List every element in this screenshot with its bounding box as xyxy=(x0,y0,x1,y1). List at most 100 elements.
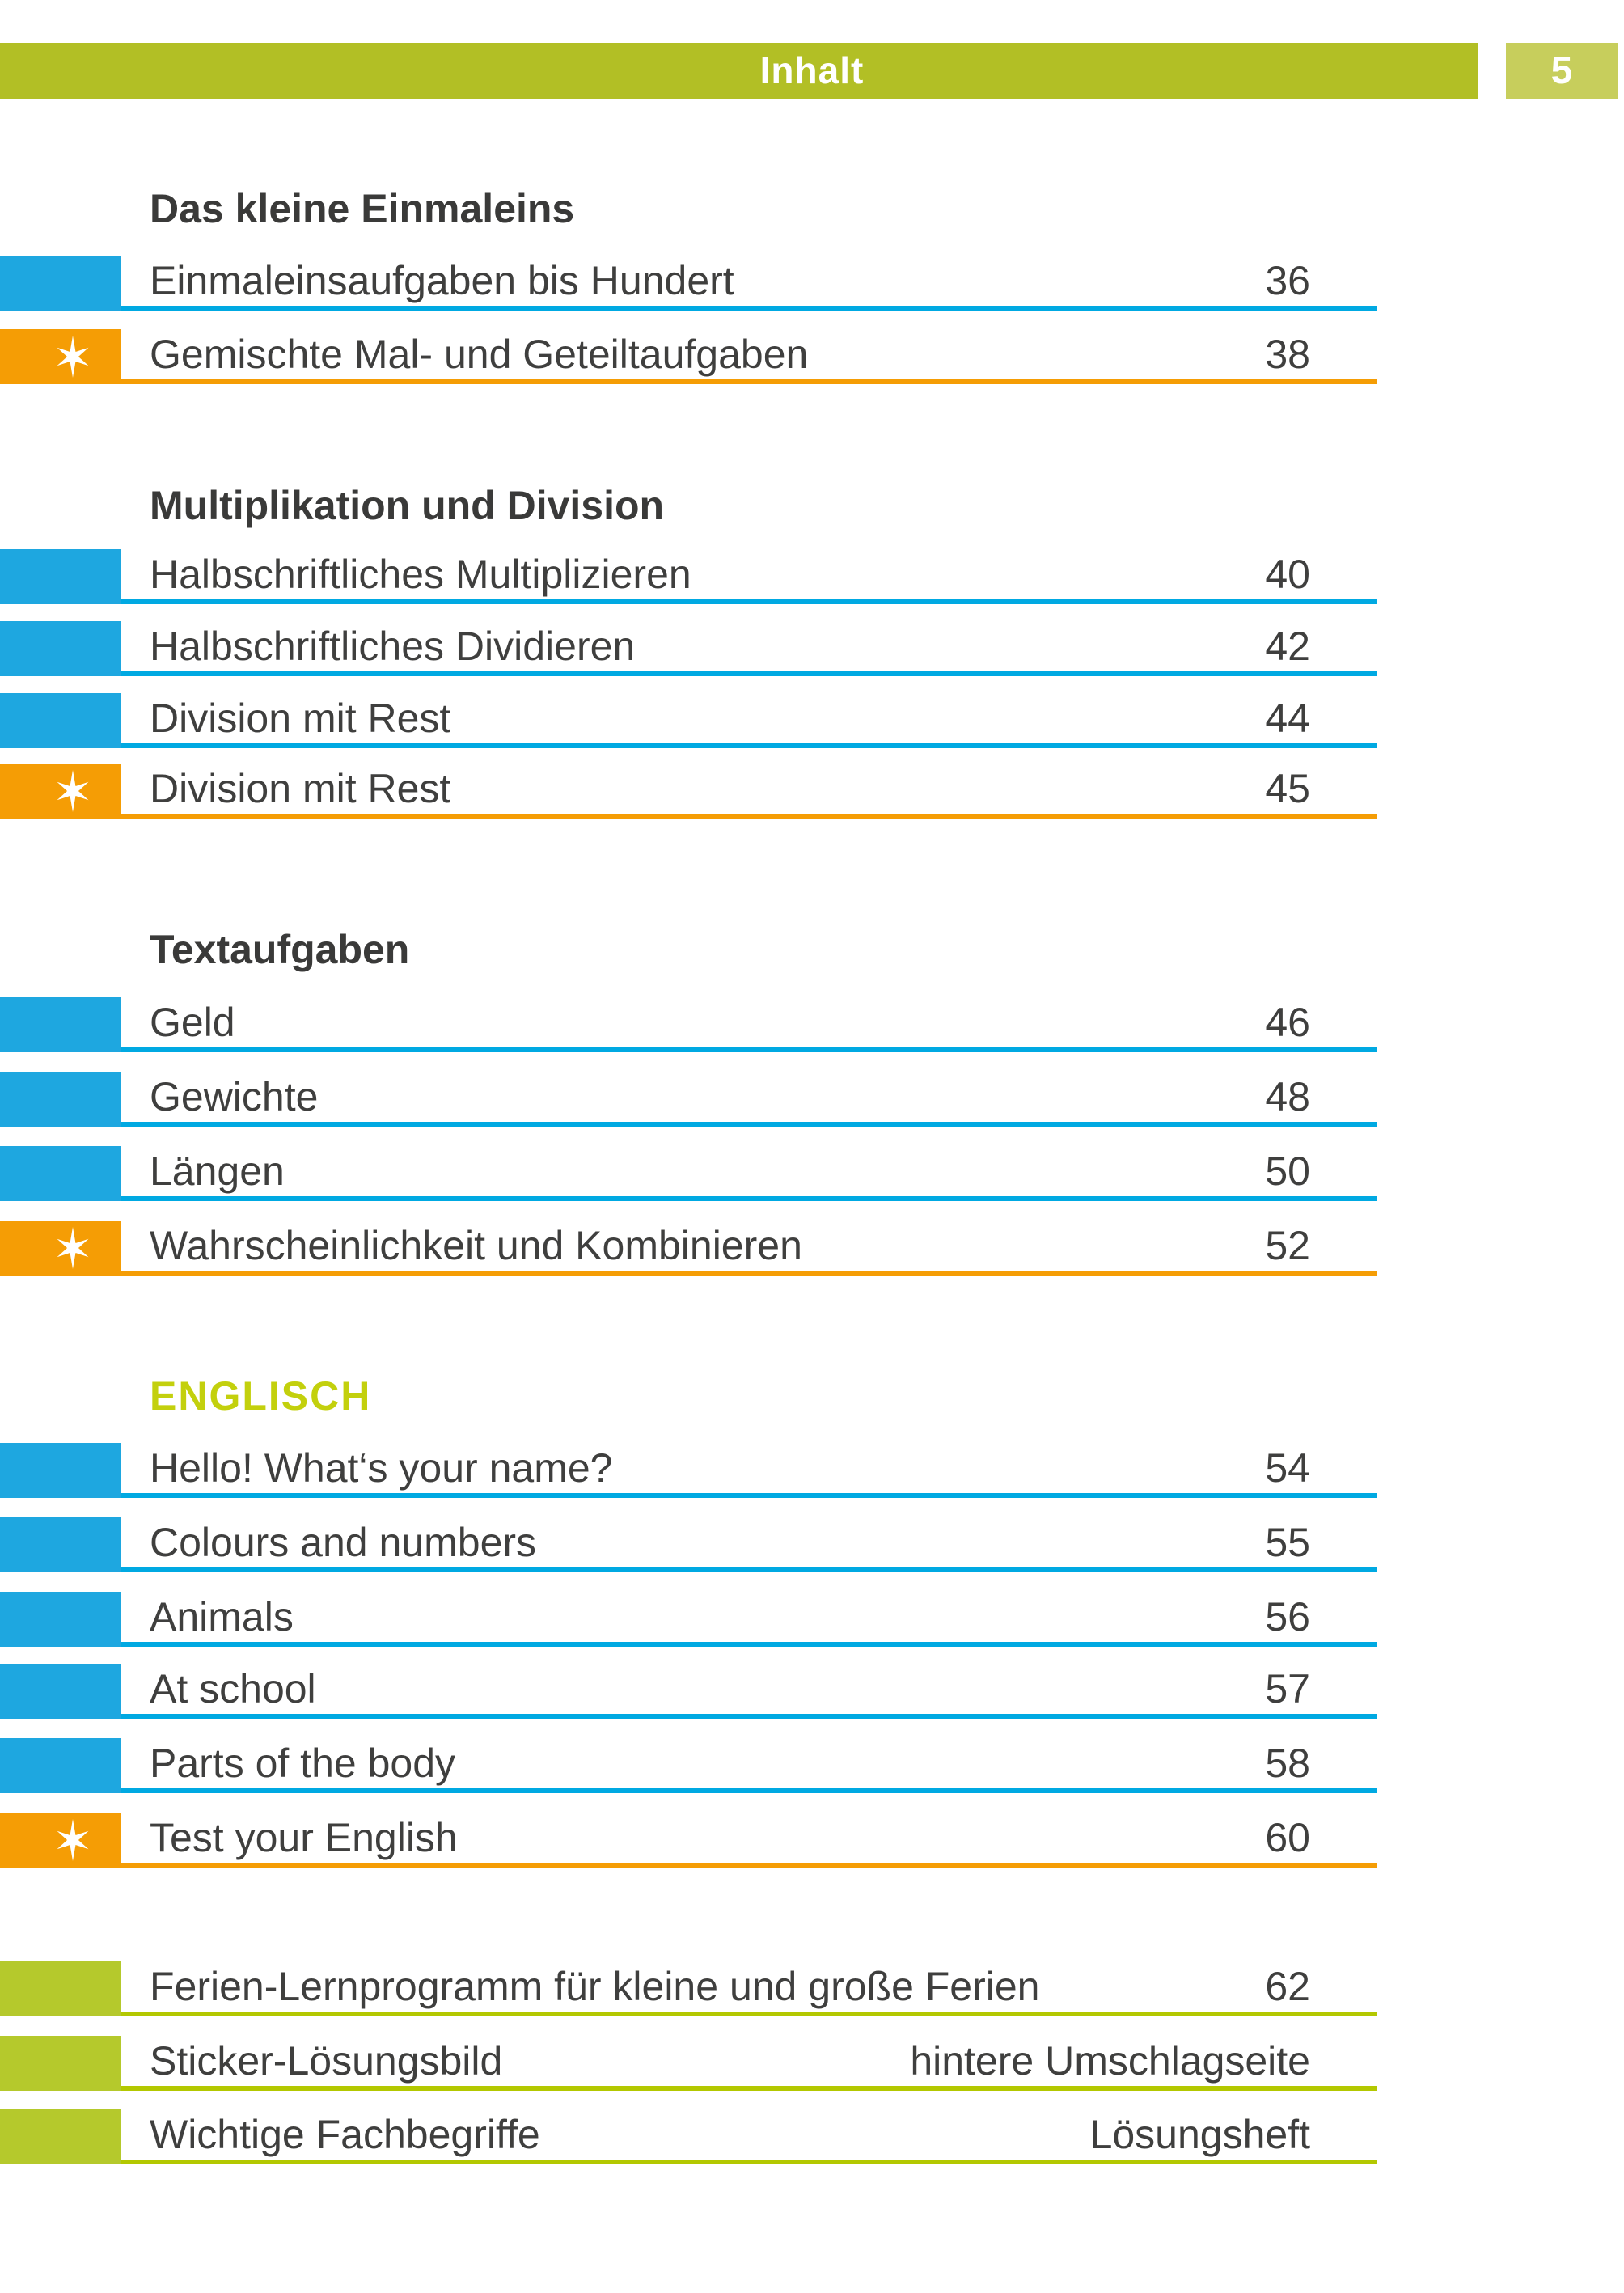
toc-entry-label: Parts of the body xyxy=(150,1741,456,1786)
row-marker-chip xyxy=(0,1072,121,1127)
row-marker-chip xyxy=(0,329,121,384)
toc-entry-label: Längen xyxy=(150,1149,285,1194)
toc-row: Wahrscheinlichkeit und Kombinieren 52 xyxy=(0,1221,1377,1276)
toc-row: Parts of the body 58 xyxy=(0,1738,1377,1793)
toc-row: Wichtige Fachbegriffe Lösungsheft xyxy=(0,2109,1377,2164)
toc-row: Halbschriftliches Multiplizieren 40 xyxy=(0,549,1377,604)
toc-entry-page: 36 xyxy=(1265,258,1310,303)
row-underline xyxy=(121,1122,1377,1127)
page-number-badge: 5 xyxy=(1506,43,1618,99)
row-marker-chip xyxy=(0,1221,121,1276)
toc-row: Gewichte 48 xyxy=(0,1072,1377,1127)
row-underline xyxy=(121,743,1377,748)
toc-row: Längen 50 xyxy=(0,1146,1377,1201)
toc-entry-page: 45 xyxy=(1265,766,1310,811)
row-underline xyxy=(121,2012,1377,2016)
row-underline xyxy=(121,379,1377,384)
toc-row: Sticker-Lösungsbild hintere Umschlagseit… xyxy=(0,2036,1377,2091)
row-underline xyxy=(121,814,1377,819)
row-underline xyxy=(121,1493,1377,1498)
row-marker-chip xyxy=(0,1146,121,1201)
row-underline xyxy=(121,306,1377,311)
toc-entry-label: Test your English xyxy=(150,1815,458,1860)
row-underline xyxy=(121,671,1377,676)
toc-entry-label: Halbschriftliches Multiplizieren xyxy=(150,552,691,597)
row-marker-chip xyxy=(0,1664,121,1719)
toc-entry-label: Halbschriftliches Dividieren xyxy=(150,624,636,669)
row-marker-chip xyxy=(0,1738,121,1793)
row-marker-chip xyxy=(0,256,121,311)
toc-row: Test your English 60 xyxy=(0,1813,1377,1868)
row-marker-chip xyxy=(0,2036,121,2091)
toc-entry-label: Division mit Rest xyxy=(150,696,451,741)
row-marker-chip xyxy=(0,693,121,748)
toc-entry-page: 46 xyxy=(1265,1000,1310,1045)
toc-entry-page: Lösungsheft xyxy=(1089,2112,1310,2157)
toc-entry-page: hintere Umschlagseite xyxy=(910,2038,1310,2084)
toc-entry-page: 56 xyxy=(1265,1594,1310,1639)
toc-entry-page: 40 xyxy=(1265,552,1310,597)
toc-row: Division mit Rest 44 xyxy=(0,693,1377,748)
star-icon xyxy=(57,1819,89,1861)
row-marker-chip xyxy=(0,1517,121,1572)
section-heading: Das kleine Einmaleins xyxy=(150,186,575,231)
toc-entry-label: Wahrscheinlichkeit und Kombinieren xyxy=(150,1223,802,1268)
row-marker-chip xyxy=(0,1813,121,1868)
row-underline xyxy=(121,1642,1377,1647)
toc-entry-page: 57 xyxy=(1265,1666,1310,1711)
toc-entry-label: Gemischte Mal- und Geteiltaufgaben xyxy=(150,332,809,377)
toc-entry-label: Division mit Rest xyxy=(150,766,451,811)
section-heading: Textaufgaben xyxy=(150,927,410,972)
row-underline xyxy=(121,1863,1377,1868)
toc-row: Halbschriftliches Dividieren 42 xyxy=(0,621,1377,676)
star-icon xyxy=(57,336,89,378)
toc-row: Einmaleinsaufgaben bis Hundert 36 xyxy=(0,256,1377,311)
toc-entry-page: 38 xyxy=(1265,332,1310,377)
toc-entry-page: 42 xyxy=(1265,624,1310,669)
toc-entry-label: Wichtige Fachbegriffe xyxy=(150,2112,540,2157)
toc-row: Geld 46 xyxy=(0,997,1377,1052)
row-underline xyxy=(121,1047,1377,1052)
row-underline xyxy=(121,1788,1377,1793)
toc-row: Division mit Rest 45 xyxy=(0,764,1377,819)
toc-entry-label: Sticker-Lösungsbild xyxy=(150,2038,503,2084)
toc-entry-label: Hello! What‘s your name? xyxy=(150,1445,613,1491)
star-icon xyxy=(57,1227,89,1269)
row-underline xyxy=(121,1196,1377,1201)
row-underline xyxy=(121,2086,1377,2091)
row-marker-chip xyxy=(0,549,121,604)
star-icon xyxy=(57,770,89,812)
toc-entry-label: Geld xyxy=(150,1000,235,1045)
section-heading: Multiplikation und Division xyxy=(150,483,665,528)
header-bar xyxy=(0,43,1478,99)
toc-row: Ferien-Lernprogramm für kleine und große… xyxy=(0,1961,1377,2016)
row-underline xyxy=(121,599,1377,604)
row-marker-chip xyxy=(0,1592,121,1647)
toc-entry-page: 44 xyxy=(1265,696,1310,741)
toc-row: Colours and numbers 55 xyxy=(0,1517,1377,1572)
toc-entry-page: 50 xyxy=(1265,1149,1310,1194)
row-underline xyxy=(121,1567,1377,1572)
row-marker-chip xyxy=(0,621,121,676)
row-marker-chip xyxy=(0,997,121,1052)
toc-entry-page: 48 xyxy=(1265,1074,1310,1119)
toc-entry-label: Gewichte xyxy=(150,1074,319,1119)
toc-entry-page: 62 xyxy=(1265,1964,1310,2009)
row-marker-chip xyxy=(0,764,121,819)
row-underline xyxy=(121,1271,1377,1276)
page-title: Inhalt xyxy=(759,49,865,91)
toc-entry-page: 60 xyxy=(1265,1815,1310,1860)
toc-entry-page: 58 xyxy=(1265,1741,1310,1786)
toc-entry-page: 54 xyxy=(1265,1445,1310,1491)
toc-entry-label: Animals xyxy=(150,1594,294,1639)
toc-row: Gemischte Mal- und Geteiltaufgaben 38 xyxy=(0,329,1377,384)
section-heading: ENGLISCH xyxy=(150,1373,372,1419)
row-underline xyxy=(121,2160,1377,2164)
toc-row: Animals 56 xyxy=(0,1592,1377,1647)
toc-entry-label: Colours and numbers xyxy=(150,1520,537,1565)
toc-row: Hello! What‘s your name? 54 xyxy=(0,1443,1377,1498)
toc-entry-page: 55 xyxy=(1265,1520,1310,1565)
row-marker-chip xyxy=(0,2109,121,2164)
row-marker-chip xyxy=(0,1443,121,1498)
toc-row: At school 57 xyxy=(0,1664,1377,1719)
